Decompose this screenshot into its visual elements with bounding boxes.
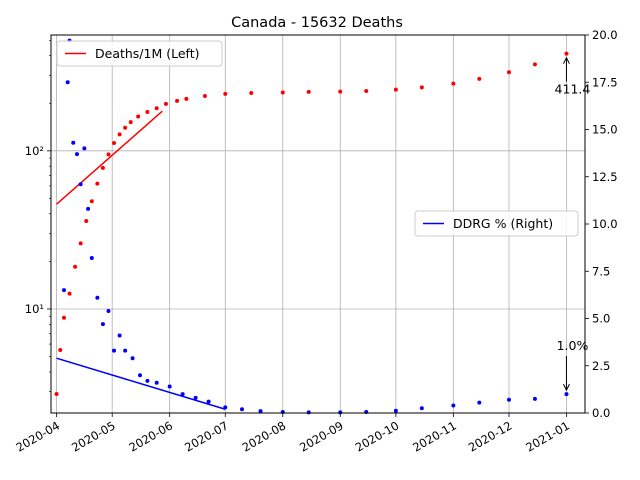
ddrg-point — [477, 400, 482, 405]
deaths-point — [106, 152, 111, 157]
ddrg-point — [89, 256, 94, 261]
deaths-point — [123, 125, 128, 130]
annotations: 411.4 1.0% — [555, 56, 591, 392]
ddrg-point — [95, 295, 100, 300]
deaths-point — [202, 94, 207, 99]
ddrg-point — [117, 333, 122, 338]
legend-deaths-box — [56, 40, 223, 67]
ddrg-point — [506, 397, 511, 402]
ddrg-point — [61, 288, 66, 293]
right-y-tick-label: 12.5 — [592, 170, 618, 184]
deaths-series-layer — [54, 51, 569, 397]
deaths-point — [280, 90, 285, 95]
right-y-tick-label: 5.0 — [592, 312, 610, 326]
ddrg-point — [74, 152, 79, 157]
deaths-point — [58, 348, 63, 353]
ddrg-point — [78, 182, 83, 187]
ddrg-point — [112, 348, 117, 353]
legends: Deaths/1M (Left) DDRG % (Right) — [56, 40, 579, 237]
right-y-tick-label: 20.0 — [592, 28, 618, 42]
legend-ddrg-label: DDRG % (Right) — [453, 216, 553, 231]
ddrg-point — [206, 399, 211, 404]
ddrg-annotation-label: 1.0% — [557, 338, 589, 353]
legend-deaths-label: Deaths/1M (Left) — [95, 46, 200, 61]
deaths-point — [451, 81, 456, 86]
right-y-tick-label: 10.0 — [592, 217, 618, 231]
ddrg-point — [258, 409, 263, 414]
ddrg-point — [123, 348, 128, 353]
deaths-point — [154, 106, 159, 111]
ddrg-annotation-arrowhead — [563, 383, 570, 392]
deaths-point — [393, 87, 398, 92]
ddrg-point — [180, 392, 185, 397]
ddrg-point — [100, 322, 105, 327]
ddrg-point — [419, 406, 424, 411]
deaths-point — [306, 89, 311, 94]
deaths-point — [84, 219, 89, 224]
ddrg-point — [154, 380, 159, 385]
deaths-point — [95, 181, 100, 186]
deaths-point — [184, 96, 189, 101]
ddrg-point — [167, 384, 172, 389]
ddrg-point — [82, 146, 87, 151]
ddrg-point — [106, 308, 111, 313]
deaths-point — [223, 91, 228, 96]
ddrg-point — [306, 410, 311, 415]
deaths-fit-line — [56, 110, 163, 205]
right-y-tick-label: 15.0 — [592, 123, 618, 137]
ddrg-point — [65, 80, 70, 85]
ddrg-point — [193, 395, 198, 400]
deaths-point — [73, 264, 78, 269]
deaths-annotation-arrowhead — [563, 56, 570, 64]
right-y-tick-label: 2.5 — [592, 359, 610, 373]
right-y-tick-label: 17.5 — [592, 75, 618, 89]
deaths-point — [117, 132, 122, 137]
deaths-point — [419, 85, 424, 90]
left-y-tick-label: 10¹ — [25, 302, 44, 316]
deaths-point — [249, 91, 254, 96]
deaths-point — [532, 62, 537, 67]
deaths-point — [67, 291, 72, 296]
deaths-point — [89, 199, 94, 204]
deaths-point — [112, 141, 117, 146]
ddrg-point — [138, 373, 142, 378]
deaths-point — [61, 315, 66, 320]
deaths-point — [100, 165, 105, 170]
ddrg-point — [223, 405, 228, 410]
left-y-tick-label: 10² — [25, 144, 44, 158]
ddrg-point — [532, 396, 537, 401]
ddrg-point — [239, 407, 244, 412]
ddrg-point — [86, 206, 91, 211]
deaths-point — [78, 241, 83, 246]
ddrg-point — [564, 392, 569, 397]
ddrg-point — [145, 378, 150, 383]
deaths-point — [136, 114, 141, 119]
legend-ddrg-box — [414, 210, 579, 237]
deaths-point — [506, 70, 511, 75]
deaths-annotation-label: 411.4 — [555, 82, 591, 97]
deaths-point — [175, 98, 180, 103]
deaths-point — [564, 51, 569, 56]
deaths-point — [163, 101, 168, 106]
deaths-point — [145, 110, 150, 115]
right-y-tick-label: 0.0 — [592, 406, 610, 420]
ddrg-series-layer — [56, 38, 569, 415]
ddrg-point — [71, 140, 76, 145]
right-y-tick-label: 7.5 — [592, 264, 610, 278]
ddrg-point — [130, 356, 135, 361]
ddrg-fit-line — [56, 357, 226, 410]
deaths-point — [54, 392, 59, 397]
deaths-point — [128, 120, 133, 125]
ddrg-point — [451, 403, 456, 408]
chart-title: Canada - 15632 Deaths — [231, 15, 403, 31]
deaths-point — [364, 88, 369, 93]
deaths-point — [477, 76, 482, 81]
deaths-point — [338, 89, 343, 94]
ddrg-point — [393, 408, 398, 413]
